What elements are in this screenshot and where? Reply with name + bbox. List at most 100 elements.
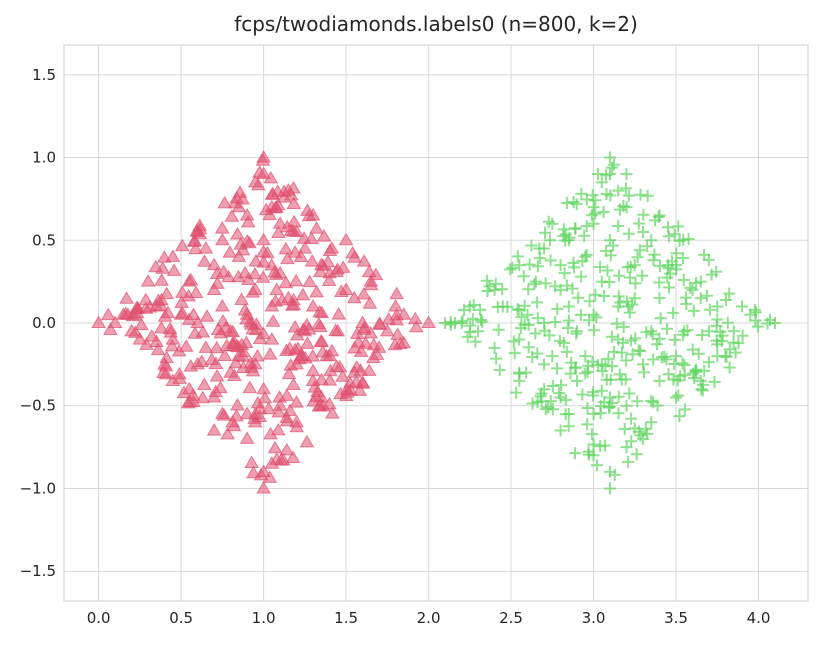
plus-point [711, 300, 724, 313]
plus-point [723, 361, 736, 374]
triangle-point [225, 414, 241, 428]
triangle-point [329, 359, 344, 372]
triangle-point [357, 320, 372, 334]
plus-point [518, 299, 531, 312]
plus-point [625, 298, 638, 311]
triangle-point [269, 452, 285, 465]
plus-point [672, 220, 685, 233]
plus-point [520, 366, 533, 379]
triangle-point [261, 401, 277, 415]
triangle-point [227, 368, 242, 381]
triangle-point [296, 231, 312, 244]
plus-point [562, 300, 575, 313]
plus-point [531, 312, 544, 325]
y-tick-label: 1.0 [32, 149, 56, 167]
triangle-point [174, 285, 190, 298]
triangle-point [240, 214, 256, 228]
triangle-point [154, 273, 170, 286]
triangle-point [188, 241, 203, 255]
y-axis-ticks: −1.5 −1.0 −0.5 0.0 0.5 1.0 1.5 [20, 66, 56, 580]
plus-point [588, 324, 601, 337]
triangle-point [269, 282, 285, 296]
plus-point [748, 303, 761, 316]
plus-point [515, 311, 528, 324]
triangle-point [252, 165, 268, 178]
triangle-point [389, 307, 405, 321]
plus-point [647, 254, 660, 267]
triangle-point [204, 352, 220, 366]
plus-point [586, 355, 599, 368]
data-points [91, 150, 782, 495]
plus-point [651, 399, 664, 412]
plus-point [700, 289, 713, 302]
triangle-point [239, 234, 255, 247]
plus-point [668, 228, 681, 241]
triangle-point [222, 245, 238, 258]
plus-point [625, 412, 638, 425]
plus-point [606, 161, 619, 174]
plus-point [569, 447, 582, 460]
plus-point [606, 239, 619, 252]
plus-point [570, 198, 583, 211]
triangle-point [356, 286, 372, 300]
plus-point [648, 248, 661, 261]
triangle-point [194, 354, 210, 367]
plus-point [613, 296, 626, 309]
plus-point [590, 459, 603, 472]
plus-point [698, 248, 711, 261]
plus-point [481, 274, 494, 287]
plus-point [581, 365, 594, 378]
triangle-point [256, 326, 271, 340]
triangle-point [245, 285, 261, 298]
triangle-point [241, 272, 256, 285]
triangle-point [209, 340, 225, 354]
plus-point [602, 352, 615, 365]
triangle-point [267, 264, 282, 278]
plus-point [670, 391, 683, 404]
triangle-point [286, 377, 301, 390]
triangle-point [206, 282, 222, 295]
plus-point [513, 259, 526, 272]
plus-point [630, 448, 643, 461]
plus-point [623, 271, 636, 284]
triangle-point [407, 311, 423, 325]
triangle-point [238, 335, 254, 348]
plus-point [576, 388, 589, 401]
plus-point [629, 277, 642, 290]
triangle-point [214, 232, 230, 246]
plus-point [625, 435, 638, 448]
grid-lines [64, 45, 808, 601]
plus-point [653, 374, 666, 387]
plus-point [661, 322, 674, 335]
plus-point [634, 429, 647, 442]
plus-point [673, 410, 686, 423]
triangle-point [281, 366, 297, 380]
plus-point [558, 267, 571, 280]
plus-point [496, 283, 509, 296]
plus-point [612, 290, 625, 303]
plus-point [638, 366, 651, 379]
triangle-point [295, 322, 311, 336]
triangle-point [335, 369, 350, 382]
plus-point [603, 276, 616, 289]
plus-point [612, 220, 625, 233]
triangle-point [153, 298, 169, 312]
plus-point [559, 393, 572, 406]
triangle-point [267, 440, 283, 454]
plus-point [633, 244, 646, 257]
plus-point [490, 352, 503, 365]
triangle-point [289, 395, 304, 408]
triangle-point [388, 298, 403, 312]
plus-point [641, 189, 654, 202]
triangle-point [312, 264, 328, 278]
plus-point [606, 396, 619, 409]
triangle-point [156, 250, 172, 263]
triangle-point [221, 269, 237, 283]
plus-point [581, 402, 594, 415]
plus-point [559, 234, 572, 247]
x-tick-label: 0.5 [169, 609, 193, 627]
triangle-point [270, 184, 286, 197]
plus-point [650, 338, 663, 351]
plus-point [456, 314, 469, 327]
